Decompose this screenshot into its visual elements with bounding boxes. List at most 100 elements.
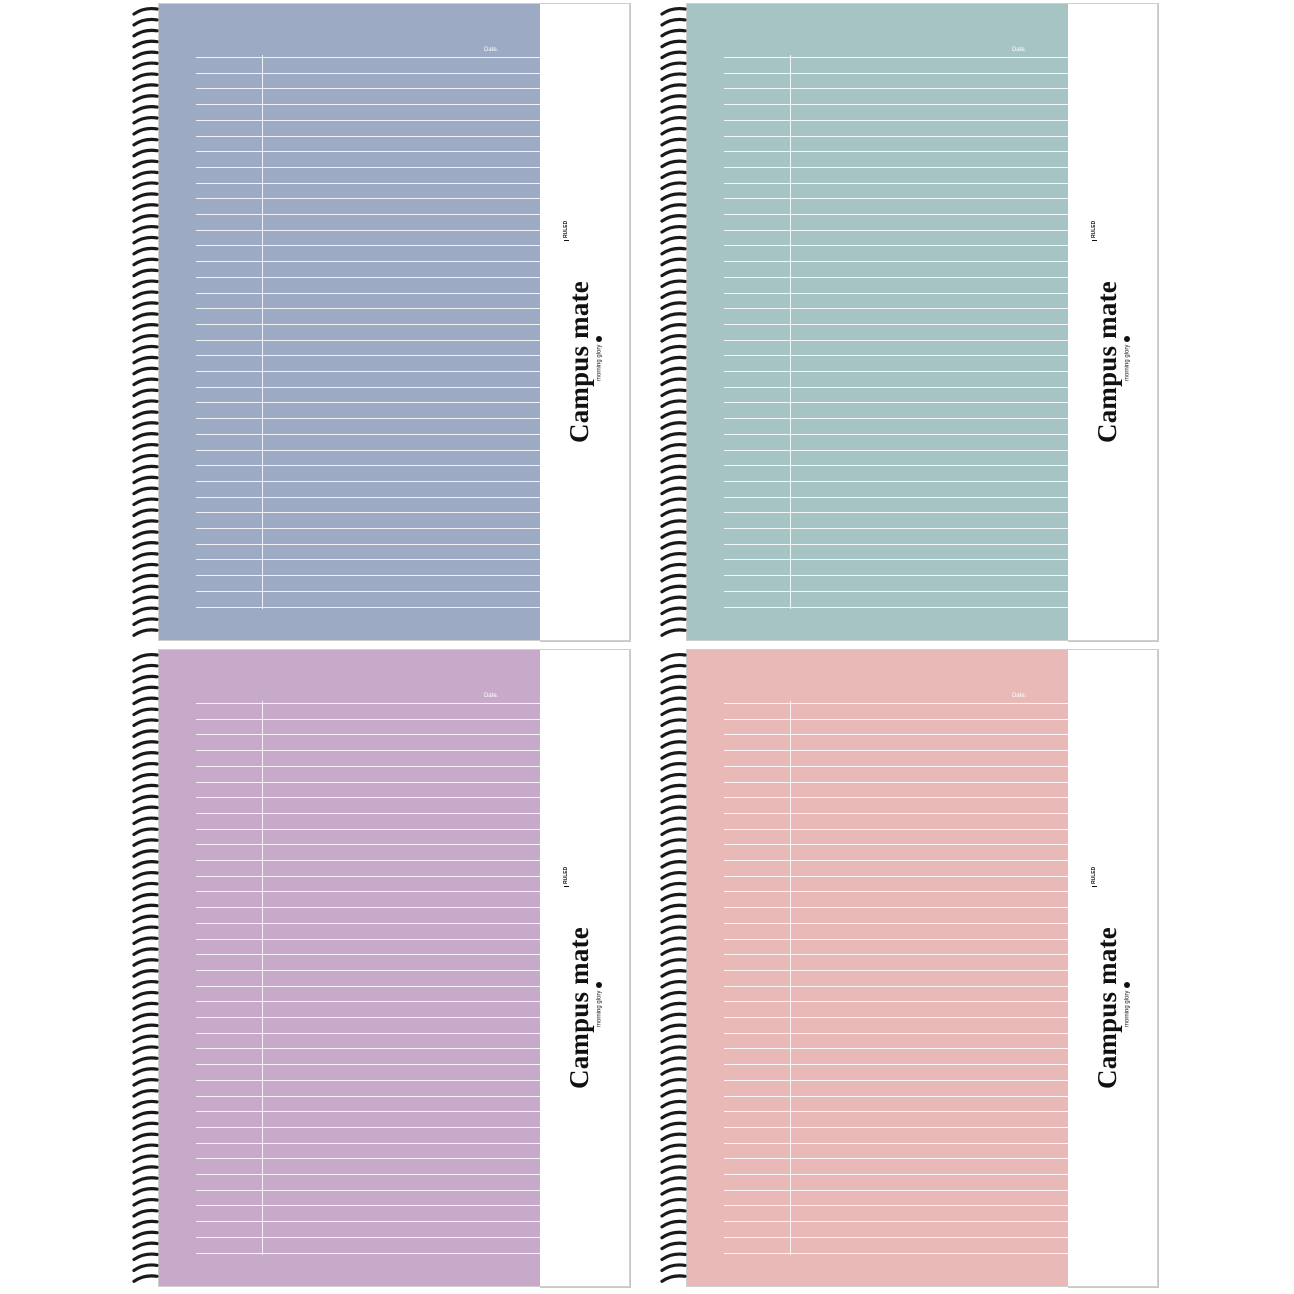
spiral-coil — [132, 355, 159, 365]
spiral-coil — [132, 290, 159, 299]
rule-line — [196, 104, 540, 106]
spiral-coil — [660, 1187, 687, 1196]
spiral-coil — [132, 827, 159, 836]
spiral-coil — [132, 1252, 159, 1262]
rule-line — [196, 480, 540, 482]
spiral-coil — [132, 115, 159, 125]
notebook-pink: Date. Campus mate RULED morning glory — [658, 649, 1159, 1289]
rule-line — [196, 969, 540, 971]
rule-line — [724, 1064, 1068, 1066]
spiral-coil — [132, 584, 159, 594]
rule-line — [724, 480, 1068, 482]
spiral-coil — [660, 61, 687, 71]
spiral-coil — [660, 214, 687, 223]
spiral-coil — [660, 947, 687, 956]
rule-line — [196, 875, 540, 877]
spiral-coil — [660, 969, 687, 978]
rule-line — [196, 166, 540, 168]
rule-line — [196, 57, 540, 58]
rule-line — [724, 1048, 1068, 1050]
rule-line — [196, 1221, 540, 1223]
spiral-coil — [132, 1154, 159, 1163]
spiral-coil — [660, 519, 687, 528]
spiral-coil — [132, 606, 159, 616]
spiral-coil — [132, 475, 159, 485]
spiral-coil — [132, 805, 159, 815]
spiral-coil — [132, 192, 159, 201]
spiral-coil — [132, 388, 159, 398]
spiral-coil — [132, 947, 159, 956]
spiral-coil — [132, 235, 159, 245]
rule-line — [724, 1017, 1068, 1018]
rule-line — [196, 119, 540, 121]
spiral-coil — [132, 751, 159, 760]
rule-line — [724, 575, 1068, 577]
rule-line — [724, 308, 1068, 310]
rule-line — [196, 245, 540, 247]
rule-line — [196, 496, 540, 498]
rule-line — [196, 1064, 540, 1066]
spiral-coil — [660, 892, 687, 902]
spiral-coil — [132, 323, 159, 332]
rule-line — [724, 1158, 1068, 1160]
rule-line — [196, 371, 540, 372]
rule-line — [724, 985, 1068, 987]
rule-line — [196, 1205, 540, 1207]
spiral-coil — [132, 1110, 159, 1120]
spiral-coil — [660, 1252, 687, 1262]
spiral-coil — [132, 1263, 159, 1272]
spiral-coil — [660, 584, 687, 594]
spiral-coil — [132, 72, 159, 81]
spiral-coil — [660, 849, 687, 858]
spiral-coil — [132, 1165, 159, 1174]
spiral-coil — [132, 1056, 159, 1065]
spiral-coil — [660, 475, 687, 485]
spiral-coil — [660, 1241, 687, 1251]
rule-line — [724, 292, 1068, 294]
ruled-lines — [724, 53, 1068, 609]
spiral-coil — [132, 838, 159, 847]
rule-line — [724, 1252, 1068, 1254]
rule-line — [724, 182, 1068, 184]
spiral-coil — [660, 838, 687, 847]
rule-line — [724, 119, 1068, 121]
spiral-coil — [660, 497, 687, 507]
rule-line — [724, 1126, 1068, 1128]
spiral-coil — [660, 301, 687, 310]
spiral-coil — [132, 936, 159, 945]
spiral-binding-icon — [660, 6, 687, 637]
spiral-coil — [132, 83, 159, 92]
maker-name: morning glory — [1124, 990, 1131, 1027]
rule-line — [724, 590, 1068, 592]
rule-line — [724, 512, 1068, 514]
spiral-coil — [660, 816, 687, 826]
rule-line — [196, 1174, 540, 1175]
spiral-coil — [660, 617, 687, 626]
spiral-coil — [660, 562, 687, 572]
spiral-coil — [660, 72, 687, 81]
ruled-lines — [724, 699, 1068, 1255]
spiral-coil — [660, 541, 687, 550]
spiral-coil — [132, 595, 159, 605]
rule-line — [196, 860, 540, 861]
rule-line — [196, 402, 540, 404]
spiral-coil — [660, 344, 687, 354]
spiral-coil — [132, 1088, 159, 1098]
spiral-coil — [660, 1034, 687, 1044]
rule-line — [724, 355, 1068, 357]
rule-line — [724, 1032, 1068, 1034]
brand-block: Campus mate RULED morning glory — [558, 859, 618, 1099]
spiral-coil — [660, 1132, 687, 1142]
notebook-cover — [686, 3, 1068, 641]
spiral-coil — [132, 541, 159, 550]
spiral-coil — [132, 1143, 159, 1153]
rule-line — [724, 1079, 1068, 1081]
spiral-coil — [132, 246, 159, 256]
spiral-coil — [132, 979, 159, 989]
spiral-coil — [132, 203, 159, 212]
spiral-coil — [660, 170, 687, 180]
rule-line — [196, 938, 540, 940]
spiral-coil — [660, 718, 687, 727]
spiral-coil — [660, 203, 687, 212]
notebook-subtitle: RULED — [1091, 221, 1097, 241]
